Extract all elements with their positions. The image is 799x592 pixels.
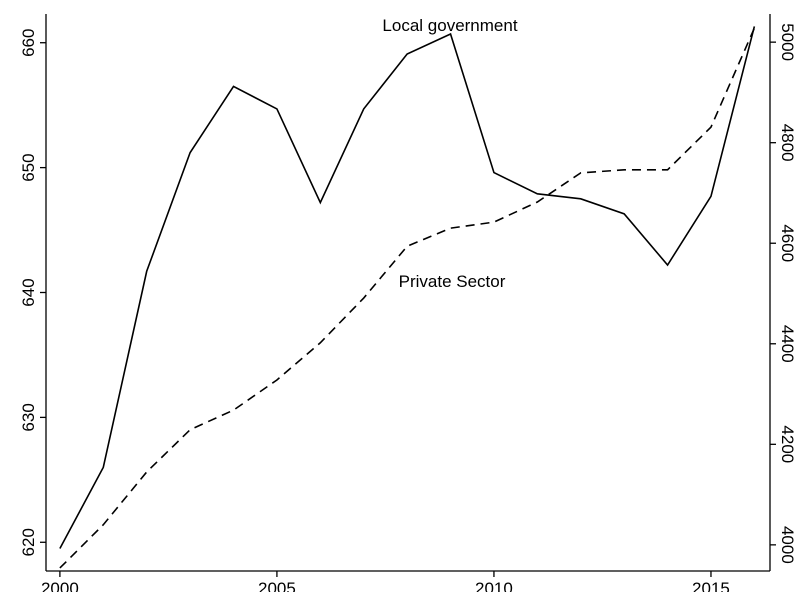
x-tick-label: 2015 [692, 579, 730, 592]
y2-tick-label: 4400 [778, 325, 797, 363]
y-tick-label: 650 [19, 153, 38, 181]
y2-tick-label: 4200 [778, 425, 797, 463]
x-tick-label: 2000 [41, 579, 79, 592]
series-line [59, 27, 756, 569]
y-tick-label: 640 [19, 278, 38, 306]
series-label: Private Sector [399, 272, 506, 291]
series-line [59, 26, 756, 549]
x-tick-label: 2010 [475, 579, 513, 592]
y2-tick-label: 5000 [778, 23, 797, 61]
y2-tick-label: 4600 [778, 224, 797, 262]
series-label: Local government [382, 16, 517, 35]
y-tick-label: 660 [19, 29, 38, 57]
y-tick-label: 630 [19, 403, 38, 431]
x-tick-label: 2005 [258, 579, 296, 592]
y-tick-label: 620 [19, 528, 38, 556]
y2-tick-label: 4800 [778, 124, 797, 162]
y2-tick-label: 4000 [778, 526, 797, 564]
